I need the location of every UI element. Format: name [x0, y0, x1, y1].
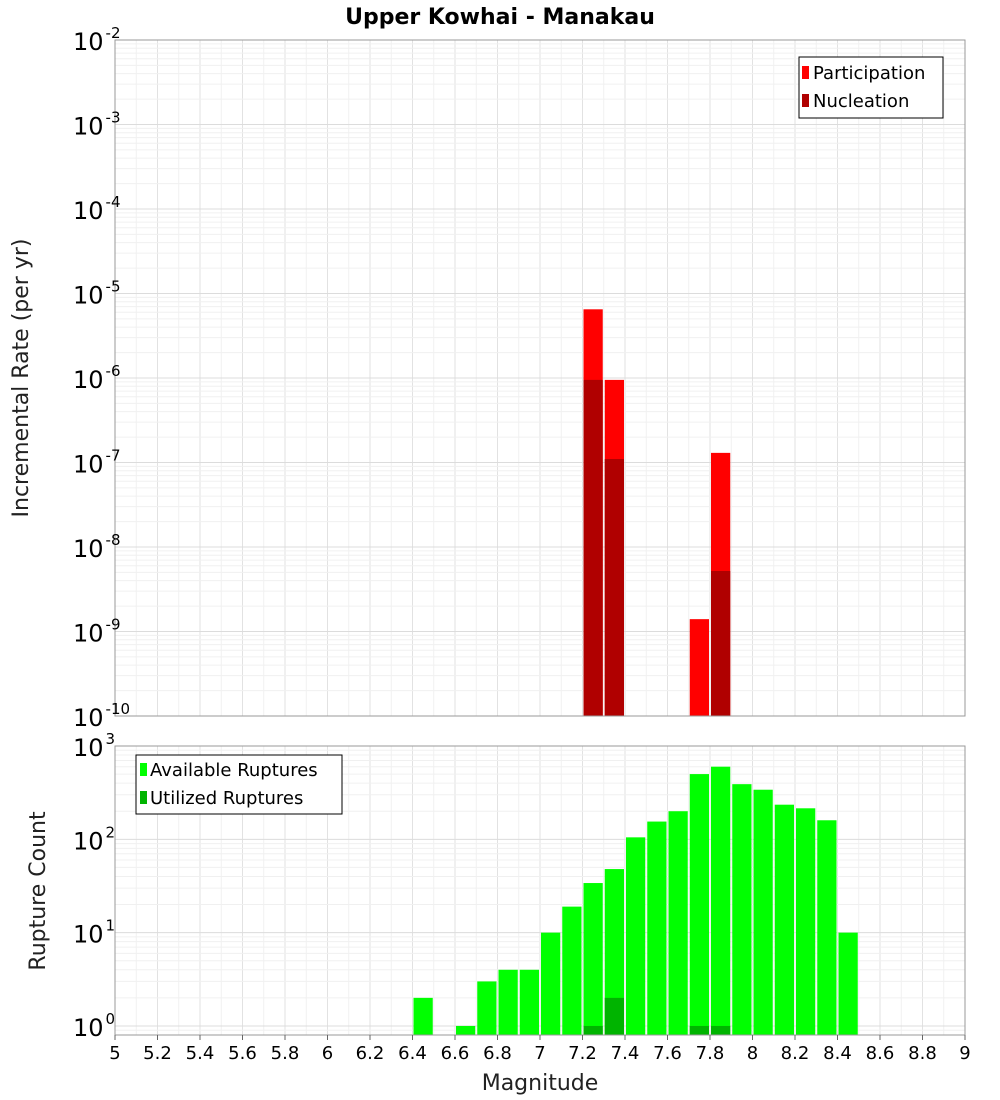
- legend-label-nucleation: Nucleation: [813, 91, 909, 112]
- count-bar-available-ruptures: [817, 820, 837, 1035]
- count-bar-utilized-ruptures: [711, 1025, 731, 1035]
- x-tick-label: 8.4: [823, 1043, 852, 1064]
- count-bar-available-ruptures: [774, 804, 794, 1035]
- y-tick-label: 10 -9: [73, 616, 121, 648]
- rate-legend-box: [798, 56, 944, 119]
- y-tick-label: 10 -5: [73, 278, 121, 310]
- count-bar-available-ruptures: [753, 789, 773, 1035]
- count-legend: Available Ruptures Utilized Ruptures: [135, 754, 343, 815]
- x-tick-label: 7.6: [653, 1043, 682, 1064]
- count-bar-available-ruptures: [498, 969, 518, 1035]
- count-bar-available-ruptures: [583, 883, 603, 1035]
- x-tick-label: 8.6: [866, 1043, 895, 1064]
- count-bar-available-ruptures: [689, 774, 709, 1035]
- legend-swatch-available: [140, 763, 147, 776]
- x-tick-label: 5.6: [228, 1043, 257, 1064]
- count-bar-available-ruptures: [477, 981, 497, 1035]
- x-tick-label: 7: [534, 1043, 545, 1064]
- y-tick-label: 10 1: [73, 917, 115, 949]
- count-y-axis-label: Rupture Count: [26, 811, 51, 971]
- count-bar-available-ruptures: [562, 906, 582, 1035]
- x-tick-label: 5: [109, 1043, 120, 1064]
- y-tick-label: 10 3: [73, 730, 115, 762]
- y-tick-label: 10 -3: [73, 109, 121, 141]
- x-tick-label: 5.2: [143, 1043, 172, 1064]
- legend-swatch-nucleation: [802, 94, 809, 107]
- legend-swatch-utilized: [140, 791, 147, 804]
- x-tick-label: 8.2: [781, 1043, 810, 1064]
- count-bar-utilized-ruptures: [604, 997, 624, 1035]
- count-bar-available-ruptures: [711, 766, 731, 1035]
- count-legend-box: [135, 754, 343, 815]
- x-axis-label: Magnitude: [482, 1071, 599, 1096]
- y-tick-label: 10 0: [73, 1010, 115, 1042]
- y-tick-label: 10 -2: [73, 24, 121, 56]
- legend-label-participation: Participation: [813, 63, 925, 84]
- x-tick-label: 6.4: [398, 1043, 427, 1064]
- x-tick-label: 7.2: [568, 1043, 597, 1064]
- y-tick-label: 10 -7: [73, 447, 121, 479]
- count-bar-available-ruptures: [732, 784, 752, 1035]
- y-tick-label: 10 2: [73, 823, 115, 855]
- rate-y-axis-label: Incremental Rate (per yr): [9, 239, 34, 518]
- rate-y-ticks: 10-10 10-9 10-8 10-7 10-6 10-5 10-4 10-3 10-2: [73, 24, 130, 732]
- x-tick-label: 9: [959, 1043, 970, 1064]
- y-tick-label: 10 -8: [73, 531, 121, 563]
- rate-gridlines: [114, 39, 966, 717]
- count-bar-available-ruptures: [647, 821, 667, 1035]
- count-bar-available-ruptures: [604, 869, 624, 1035]
- legend-label-available: Available Ruptures: [150, 760, 318, 781]
- x-tick-label: 6.6: [441, 1043, 470, 1064]
- count-bar-available-ruptures: [668, 811, 688, 1035]
- x-tick-label: 6.8: [483, 1043, 512, 1064]
- rate-panel: 10-10 10-9 10-8 10-7 10-6 10-5 10-4 10-3 10-2 In…: [9, 24, 966, 732]
- rate-legend: Participation Nucleation: [798, 56, 944, 119]
- rate-bar-nucleation: [583, 379, 603, 716]
- y-tick-label: 10 -6: [73, 362, 121, 394]
- y-tick-label: 10 -4: [73, 193, 121, 225]
- y-tick-label: 10 -10: [73, 700, 130, 732]
- rate-plot-frame: [114, 39, 966, 717]
- count-x-ticks: 5 5.2 5.4 5.6 5.8 6 6.2 6.4 6.6 6.8 7 7.2 7.4 7.6 7.8 8…: [109, 1035, 971, 1064]
- x-tick-label: 7.8: [696, 1043, 725, 1064]
- count-bar-utilized-ruptures: [583, 1025, 603, 1035]
- x-tick-label: 5.8: [271, 1043, 300, 1064]
- count-bar-available-ruptures: [626, 837, 646, 1035]
- legend-swatch-participation: [802, 66, 809, 79]
- count-bar-available-ruptures: [796, 808, 816, 1035]
- count-bars: [413, 766, 858, 1035]
- count-bar-available-ruptures: [838, 932, 858, 1035]
- x-tick-label: 7.4: [611, 1043, 640, 1064]
- chart-title: Upper Kowhai - Manakau: [345, 5, 655, 30]
- x-tick-label: 8: [747, 1043, 758, 1064]
- rate-bar-nucleation: [604, 459, 624, 716]
- count-bar-utilized-ruptures: [689, 1025, 709, 1035]
- rate-bar-participation: [689, 619, 709, 716]
- x-tick-label: 6.2: [356, 1043, 385, 1064]
- rate-bars: [583, 309, 731, 716]
- x-tick-label: 5.4: [186, 1043, 215, 1064]
- x-tick-label: 6: [322, 1043, 333, 1064]
- rate-bar-nucleation: [711, 570, 731, 716]
- count-bar-available-ruptures: [413, 997, 433, 1035]
- count-bar-available-ruptures: [519, 969, 539, 1035]
- legend-label-utilized: Utilized Ruptures: [150, 788, 303, 809]
- count-bar-available-ruptures: [456, 1025, 476, 1035]
- count-bar-available-ruptures: [541, 932, 561, 1035]
- x-tick-label: 8.8: [908, 1043, 937, 1064]
